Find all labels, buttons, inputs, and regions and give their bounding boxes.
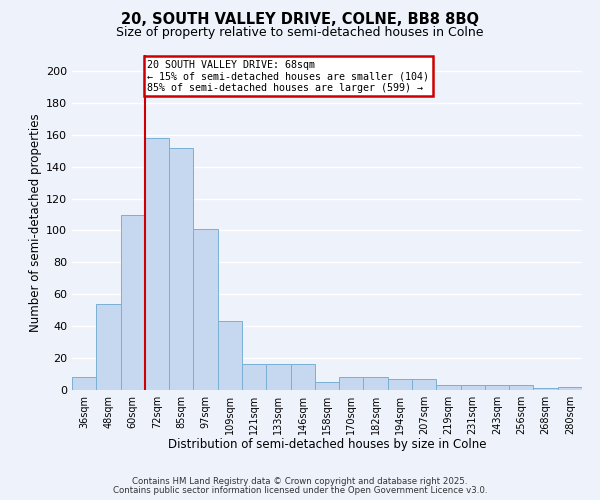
Bar — [461, 385, 485, 390]
Bar — [218, 322, 242, 390]
Text: Contains HM Land Registry data © Crown copyright and database right 2025.: Contains HM Land Registry data © Crown c… — [132, 477, 468, 486]
Bar — [412, 379, 436, 390]
Bar — [388, 379, 412, 390]
Text: 20, SOUTH VALLEY DRIVE, COLNE, BB8 8BQ: 20, SOUTH VALLEY DRIVE, COLNE, BB8 8BQ — [121, 12, 479, 28]
Bar — [169, 148, 193, 390]
Text: Contains public sector information licensed under the Open Government Licence v3: Contains public sector information licen… — [113, 486, 487, 495]
Bar — [121, 214, 145, 390]
Bar — [193, 229, 218, 390]
X-axis label: Distribution of semi-detached houses by size in Colne: Distribution of semi-detached houses by … — [168, 438, 486, 452]
Bar — [145, 138, 169, 390]
Bar — [242, 364, 266, 390]
Bar — [339, 377, 364, 390]
Bar — [96, 304, 121, 390]
Bar — [485, 385, 509, 390]
Bar — [436, 385, 461, 390]
Bar — [558, 387, 582, 390]
Bar — [266, 364, 290, 390]
Text: Size of property relative to semi-detached houses in Colne: Size of property relative to semi-detach… — [116, 26, 484, 39]
Bar — [364, 377, 388, 390]
Bar — [290, 364, 315, 390]
Bar — [533, 388, 558, 390]
Bar — [72, 377, 96, 390]
Bar — [315, 382, 339, 390]
Text: 20 SOUTH VALLEY DRIVE: 68sqm
← 15% of semi-detached houses are smaller (104)
85%: 20 SOUTH VALLEY DRIVE: 68sqm ← 15% of se… — [147, 60, 429, 93]
Y-axis label: Number of semi-detached properties: Number of semi-detached properties — [29, 113, 42, 332]
Bar — [509, 385, 533, 390]
